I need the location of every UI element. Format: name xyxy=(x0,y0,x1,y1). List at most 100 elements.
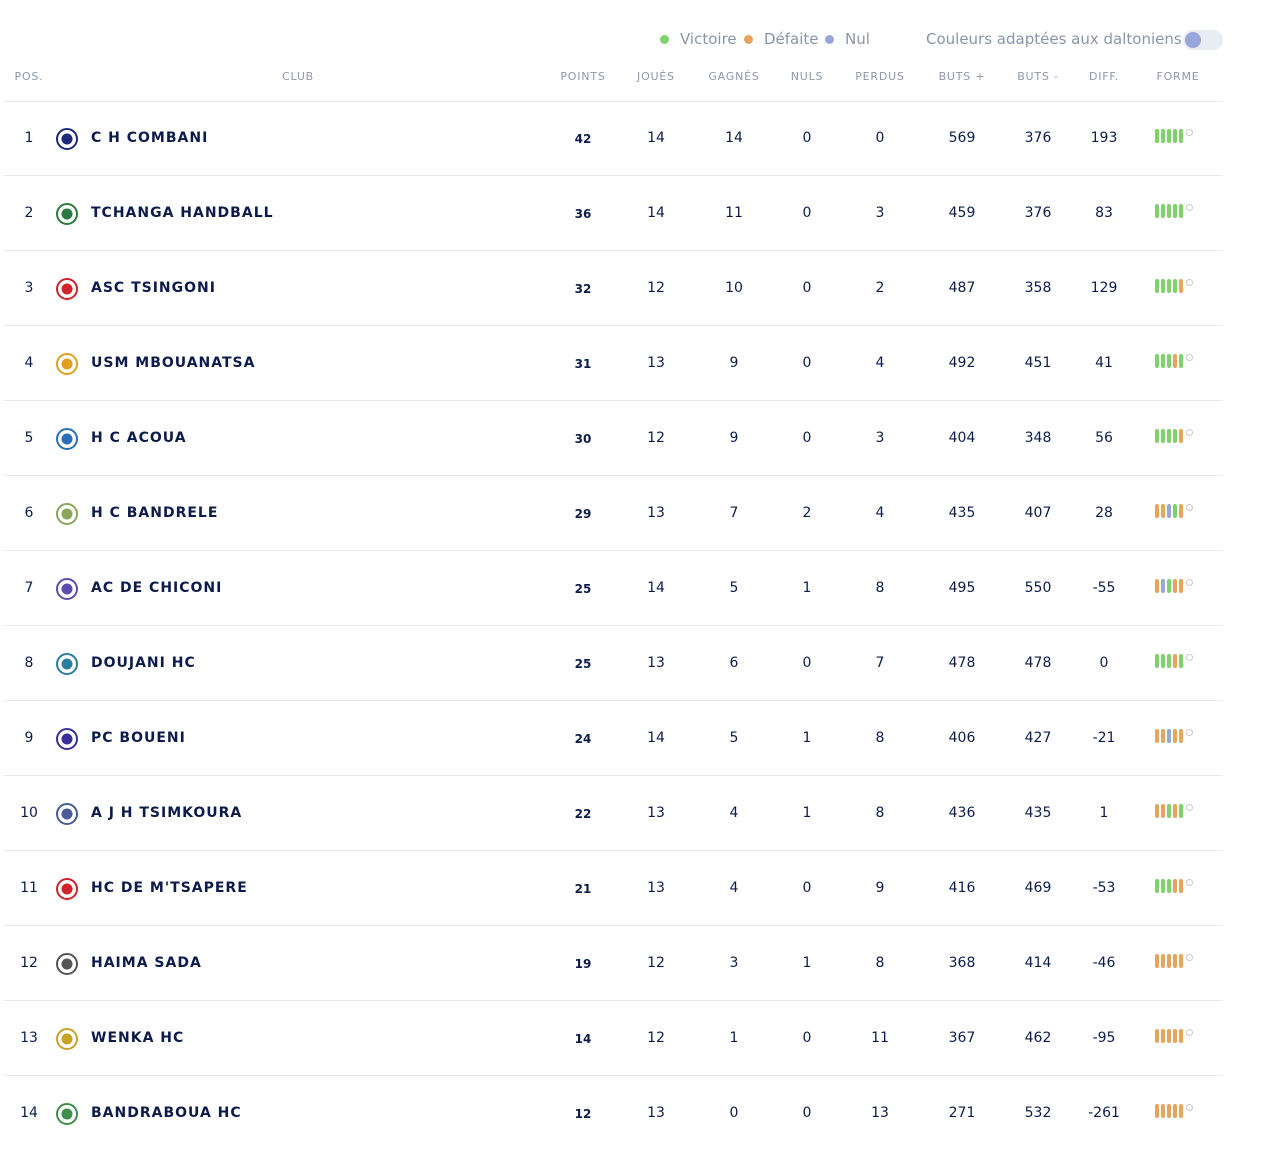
usm-mbouanatsa-crest-icon[interactable] xyxy=(54,351,80,377)
hc-acoua-crest-icon[interactable] xyxy=(54,426,80,452)
table-row[interactable]: 8 25 13 6 0 7 478 478 0 DOUJANI HC xyxy=(4,626,1223,701)
row-club-name[interactable]: HC DE M'TSAPERE xyxy=(91,880,248,896)
form-loss-bar xyxy=(1173,354,1177,368)
form-info-icon[interactable] xyxy=(1186,803,1193,811)
form-info-icon[interactable] xyxy=(1186,578,1193,586)
form-loss-bar xyxy=(1179,1104,1183,1118)
row-played: 14 xyxy=(647,130,665,146)
row-lost: 3 xyxy=(875,430,885,446)
row-goals-for: 492 xyxy=(948,355,976,371)
row-form xyxy=(1155,278,1193,293)
form-info-icon[interactable] xyxy=(1186,503,1193,511)
table-row[interactable]: 1 42 14 14 0 0 569 376 193 C H COMBANI xyxy=(4,101,1223,176)
row-draws: 1 xyxy=(802,805,812,821)
table-row[interactable]: 3 32 12 10 0 2 487 358 129 ASC TSINGONI xyxy=(4,251,1223,326)
form-win-bar xyxy=(1173,204,1177,218)
row-club-name[interactable]: BANDRABOUA HC xyxy=(91,1105,242,1121)
row-club-name[interactable]: ASC TSINGONI xyxy=(91,280,216,296)
form-info-icon[interactable] xyxy=(1186,278,1193,286)
row-won: 0 xyxy=(729,1105,739,1121)
header-points[interactable]: POINTS xyxy=(560,70,606,83)
table-row[interactable]: 11 21 13 4 0 9 416 469 -53 HC DE M'TSAPERE xyxy=(4,851,1223,926)
row-points: 14 xyxy=(574,1032,592,1046)
row-draws: 1 xyxy=(802,730,812,746)
form-info-icon[interactable] xyxy=(1186,653,1193,661)
wenka-crest-icon[interactable] xyxy=(54,1026,80,1052)
row-club-name[interactable]: TCHANGA HANDBALL xyxy=(91,205,274,221)
row-won: 4 xyxy=(729,805,739,821)
row-pos: 7 xyxy=(24,580,34,596)
form-info-icon[interactable] xyxy=(1186,353,1193,361)
form-loss-bar xyxy=(1155,579,1159,593)
row-club-name[interactable]: WENKA HC xyxy=(91,1030,185,1046)
row-club-name[interactable]: C H COMBANI xyxy=(91,130,209,146)
asc-tsingoni-crest-icon[interactable] xyxy=(54,276,80,302)
table-header: POS. CLUB POINTS JOUÉS GAGNÉS NULS PERDU… xyxy=(4,70,1223,102)
header-club[interactable]: CLUB xyxy=(281,70,315,83)
table-row[interactable]: 4 31 13 9 0 4 492 451 41 USM MBOUANATSA xyxy=(4,326,1223,401)
hc-mtsapere-crest-icon[interactable] xyxy=(54,876,80,902)
form-info-icon[interactable] xyxy=(1186,128,1193,136)
form-loss-bar xyxy=(1155,1104,1159,1118)
form-win-bar xyxy=(1179,204,1183,218)
form-info-icon[interactable] xyxy=(1186,428,1193,436)
form-win-bar xyxy=(1167,279,1171,293)
ac-chiconi-crest-icon[interactable] xyxy=(54,576,80,602)
row-club-name[interactable]: AC DE CHICONI xyxy=(91,580,223,596)
header-lost[interactable]: PERDUS xyxy=(855,70,905,83)
row-club-name[interactable]: A J H TSIMKOURA xyxy=(91,805,243,821)
header-played[interactable]: JOUÉS xyxy=(637,70,675,83)
table-row[interactable]: 7 25 14 5 1 8 495 550 -55 AC DE CHICONI xyxy=(4,551,1223,626)
colorblind-toggle[interactable] xyxy=(1183,30,1223,50)
row-club-name[interactable]: USM MBOUANATSA xyxy=(91,355,256,371)
header-draws[interactable]: NULS xyxy=(790,70,824,83)
table-row[interactable]: 10 22 13 4 1 8 436 435 1 A J H TSIMKOURA xyxy=(4,776,1223,851)
form-win-bar xyxy=(1161,354,1165,368)
form-info-icon[interactable] xyxy=(1186,203,1193,211)
row-goals-for: 367 xyxy=(948,1030,976,1046)
row-club-name[interactable]: H C BANDRELE xyxy=(91,505,219,521)
form-info-icon[interactable] xyxy=(1186,953,1193,961)
table-row[interactable]: 14 12 13 0 0 13 271 532 -261 BANDRABOUA HC xyxy=(4,1076,1223,1150)
table-row[interactable]: 2 36 14 11 0 3 459 376 83 TCHANGA HANDBALL xyxy=(4,176,1223,251)
row-points: 42 xyxy=(574,132,592,146)
row-club-name[interactable]: H C ACOUA xyxy=(91,430,187,446)
table-row[interactable]: 9 24 14 5 1 8 406 427 -21 PC BOUENI xyxy=(4,701,1223,776)
tchanga-crest-icon[interactable] xyxy=(54,201,80,227)
table-row[interactable]: 12 19 12 3 1 8 368 414 -46 HAIMA SADA xyxy=(4,926,1223,1001)
form-info-icon[interactable] xyxy=(1186,1103,1193,1111)
form-info-icon[interactable] xyxy=(1186,878,1193,886)
table-row[interactable]: 13 14 12 1 0 11 367 462 -95 WENKA HC xyxy=(4,1001,1223,1076)
row-draws: 0 xyxy=(802,205,812,221)
row-form xyxy=(1155,728,1193,743)
header-goals-for[interactable]: BUTS + xyxy=(938,70,986,83)
form-loss-bar xyxy=(1179,1029,1183,1043)
row-club-name[interactable]: DOUJANI HC xyxy=(91,655,196,671)
doujani-crest-icon[interactable] xyxy=(54,651,80,677)
row-lost: 8 xyxy=(875,730,885,746)
pc-boueni-crest-icon[interactable] xyxy=(54,726,80,752)
form-loss-bar xyxy=(1155,729,1159,743)
header-diff[interactable]: DIFF. xyxy=(1088,70,1120,83)
row-diff: -53 xyxy=(1092,880,1116,896)
haima-sada-crest-icon[interactable] xyxy=(54,951,80,977)
table-row[interactable]: 6 29 13 7 2 4 435 407 28 H C BANDRELE xyxy=(4,476,1223,551)
ajh-tsimkoura-crest-icon[interactable] xyxy=(54,801,80,827)
table-row[interactable]: 5 30 12 9 0 3 404 348 56 H C ACOUA xyxy=(4,401,1223,476)
header-goals-against[interactable]: BUTS - xyxy=(1017,70,1059,83)
row-club-name[interactable]: HAIMA SADA xyxy=(91,955,202,971)
form-info-icon[interactable] xyxy=(1186,728,1193,736)
form-win-bar xyxy=(1167,429,1171,443)
row-form xyxy=(1155,128,1193,143)
row-club-name[interactable]: PC BOUENI xyxy=(91,730,186,746)
row-points: 32 xyxy=(574,282,592,296)
bandraboua-crest-icon[interactable] xyxy=(54,1101,80,1127)
form-loss-bar xyxy=(1155,504,1159,518)
header-pos[interactable]: POS. xyxy=(14,70,44,83)
header-won[interactable]: GAGNÉS xyxy=(708,70,760,83)
form-loss-bar xyxy=(1167,954,1171,968)
form-info-icon[interactable] xyxy=(1186,1028,1193,1036)
ch-combani-crest-icon[interactable] xyxy=(54,126,80,152)
hc-bandrele-crest-icon[interactable] xyxy=(54,501,80,527)
row-goals-against: 348 xyxy=(1024,430,1052,446)
